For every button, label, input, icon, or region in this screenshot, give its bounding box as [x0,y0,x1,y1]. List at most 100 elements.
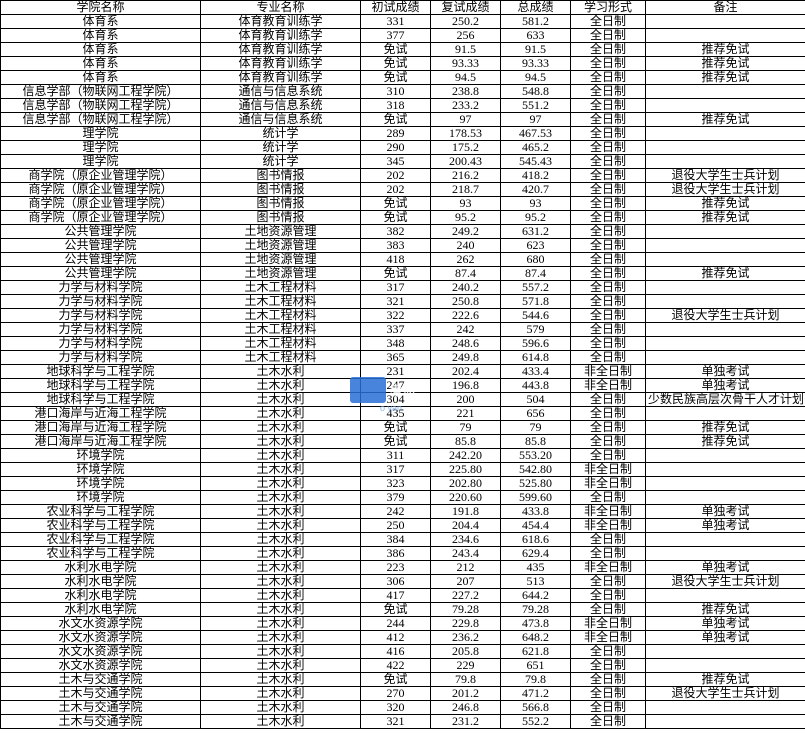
cell: 信息学部（物联网工程学院） [1,99,201,113]
table-row: 力学与材料学院土木工程材料337242579全日制 [1,323,805,337]
cell: 644.2 [501,589,571,603]
cell: 港口海岸与近海工程学院 [1,435,201,449]
cell: 免试 [361,57,431,71]
cell: 港口海岸与近海工程学院 [1,421,201,435]
cell: 542.80 [501,463,571,477]
cell: 免试 [361,113,431,127]
cell: 418.2 [501,169,571,183]
table-row: 理学院统计学290175.2465.2全日制 [1,141,805,155]
cell: 656 [501,407,571,421]
cell: 233.2 [431,99,501,113]
cell: 土地资源管理 [201,253,361,267]
cell: 免试 [361,421,431,435]
col-header-4: 总成绩 [501,1,571,15]
table-row: 理学院统计学289178.53467.53全日制 [1,127,805,141]
cell: 力学与材料学院 [1,281,201,295]
cell: 水利水电学院 [1,561,201,575]
cell: 227.2 [431,589,501,603]
cell: 土木水利 [201,519,361,533]
col-header-6: 备注 [646,1,805,15]
cell: 推荐免试 [646,267,805,281]
cell: 土木工程材料 [201,281,361,295]
cell: 全日制 [571,281,646,295]
cell: 土木水利 [201,393,361,407]
cell: 非全日制 [571,463,646,477]
table-row: 力学与材料学院土木工程材料348248.6596.6全日制 [1,337,805,351]
cell: 土木水利 [201,421,361,435]
cell: 87.4 [431,267,501,281]
cell: 244 [361,617,431,631]
cell: 79.28 [501,603,571,617]
table-row: 土木与交通学院土木水利免试79.879.8全日制推荐免试 [1,673,805,687]
cell: 全日制 [571,407,646,421]
cell [646,323,805,337]
cell: 土木与交通学院 [1,715,201,729]
cell: 推荐免试 [646,603,805,617]
table-row: 水文水资源学院土木水利422229651全日制 [1,659,805,673]
cell: 311 [361,449,431,463]
cell: 农业科学与工程学院 [1,533,201,547]
cell: 土木水利 [201,575,361,589]
cell: 596.6 [501,337,571,351]
table-row: 体育系体育教育训练学免试93.3393.33全日制推荐免试 [1,57,805,71]
cell: 通信与信息系统 [201,113,361,127]
cell: 87.4 [501,267,571,281]
cell: 环境学院 [1,477,201,491]
cell [646,589,805,603]
cell: 631.2 [501,225,571,239]
cell: 全日制 [571,113,646,127]
table-row: 农业科学与工程学院土木水利386243.4629.4全日制 [1,547,805,561]
cell: 383 [361,239,431,253]
cell: 221 [431,407,501,421]
cell: 退役大学生士兵计划 [646,183,805,197]
cell: 97 [431,113,501,127]
table-row: 地球科学与工程学院土木水利231202.4433.4非全日制单独考试 [1,365,805,379]
cell: 土木水利 [201,505,361,519]
cell: 全日制 [571,659,646,673]
cell: 退役大学生士兵计划 [646,169,805,183]
cell [646,547,805,561]
cell: 土木工程材料 [201,351,361,365]
cell: 土木水利 [201,659,361,673]
cell: 土木水利 [201,617,361,631]
cell: 310 [361,85,431,99]
table-row: 港口海岸与近海工程学院土木水利免试85.885.8全日制推荐免试 [1,435,805,449]
cell: 553.20 [501,449,571,463]
cell: 545.43 [501,155,571,169]
table-row: 农业科学与工程学院土木水利384234.6618.6全日制 [1,533,805,547]
cell: 191.8 [431,505,501,519]
cell: 250.8 [431,295,501,309]
cell: 全日制 [571,715,646,729]
cell: 242.20 [431,449,501,463]
cell: 566.8 [501,701,571,715]
cell: 648.2 [501,631,571,645]
table-row: 水利水电学院土木水利306207513全日制退役大学生士兵计划 [1,575,805,589]
cell: 图书情报 [201,169,361,183]
cell: 全日制 [571,533,646,547]
table-row: 环境学院土木水利323202.80525.80非全日制 [1,477,805,491]
cell: 力学与材料学院 [1,323,201,337]
cell [646,127,805,141]
cell: 体育系 [1,43,201,57]
cell: 443.8 [501,379,571,393]
table-row: 土木与交通学院土木水利270201.2471.2全日制退役大学生士兵计划 [1,687,805,701]
cell: 234.6 [431,533,501,547]
cell: 623 [501,239,571,253]
cell [646,253,805,267]
cell: 220.60 [431,491,501,505]
table-row: 农业科学与工程学院土木水利242191.8433.8非全日制单独考试 [1,505,805,519]
cell: 249.8 [431,351,501,365]
table-row: 港口海岸与近海工程学院土木水利435221656全日制 [1,407,805,421]
cell: 全日制 [571,225,646,239]
cell [646,659,805,673]
cell: 理学院 [1,155,201,169]
cell: 579 [501,323,571,337]
cell: 290 [361,141,431,155]
table-row: 力学与材料学院土木工程材料321250.8571.8全日制 [1,295,805,309]
cell: 202.4 [431,365,501,379]
cell: 农业科学与工程学院 [1,519,201,533]
cell: 236.2 [431,631,501,645]
cell: 246.8 [431,701,501,715]
cell [646,239,805,253]
cell: 力学与材料学院 [1,351,201,365]
